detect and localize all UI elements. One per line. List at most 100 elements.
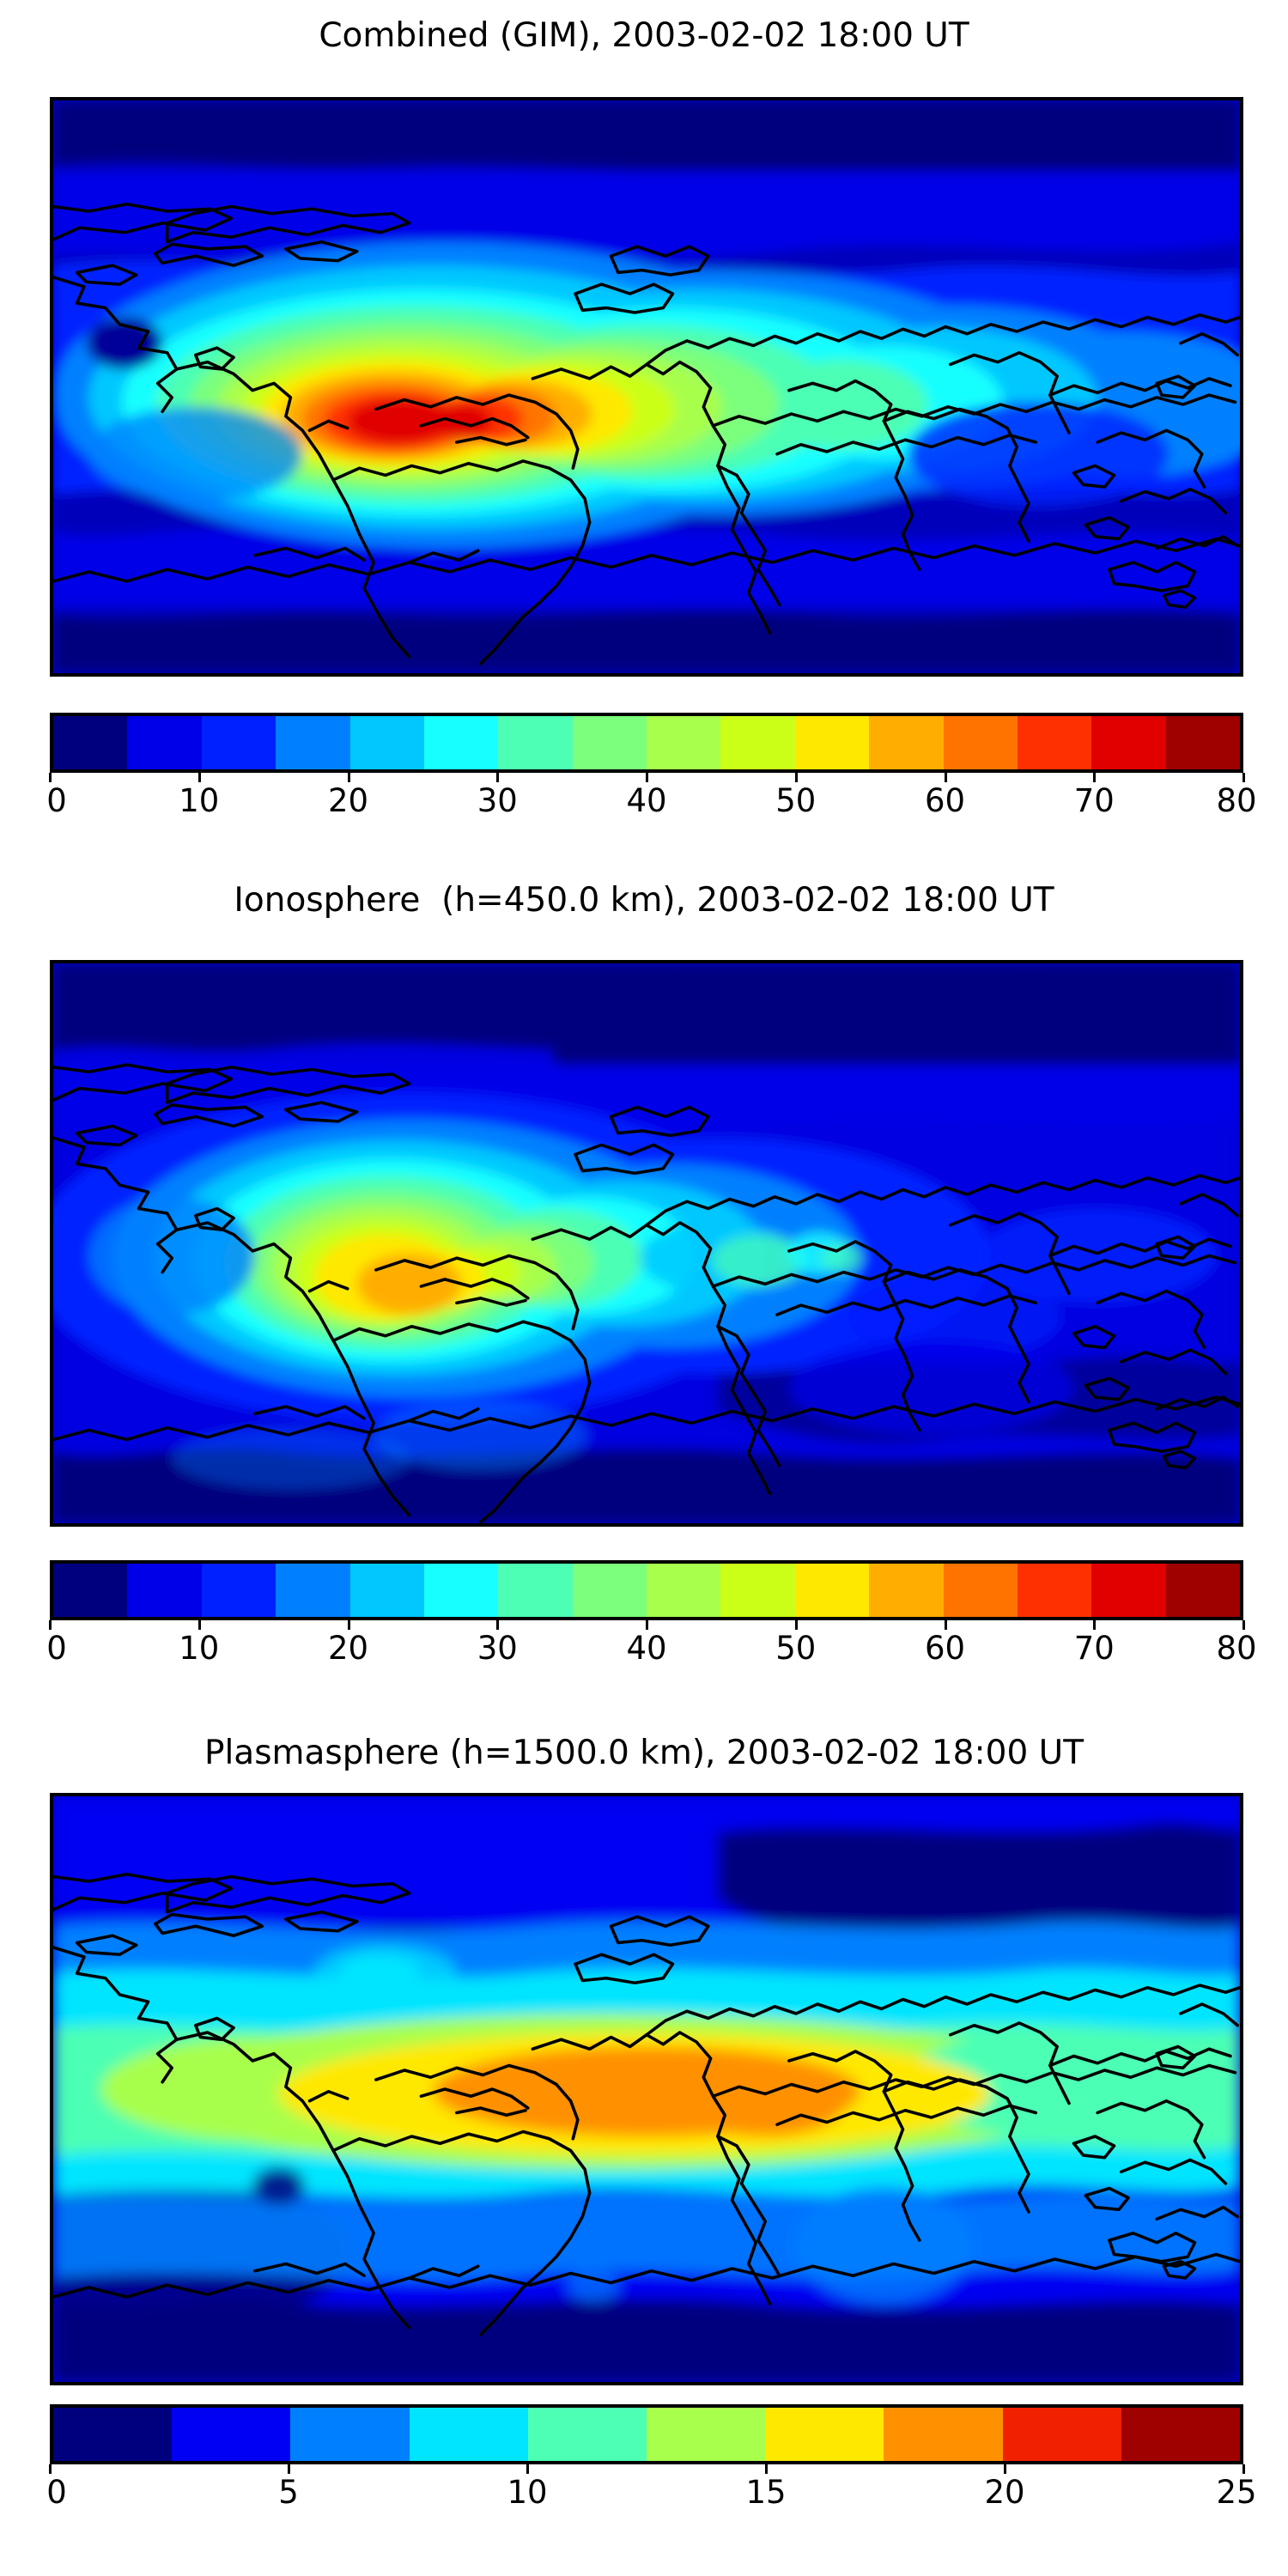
colorbar-ionosphere — [50, 1560, 1243, 1620]
map-svg-plasmasphere — [53, 1796, 1240, 2382]
map-svg-ionosphere — [53, 963, 1240, 1523]
colorbar-tick-label: 40 — [626, 1630, 667, 1667]
colorbar-swatch — [1121, 2408, 1240, 2461]
colorbar-tick-mark — [1004, 2464, 1006, 2474]
colorbar-tick-mark — [347, 1620, 350, 1630]
colorbar-swatch — [572, 1564, 647, 1617]
contour-fill-plasmasphere — [53, 1796, 1240, 2382]
colorbar-swatch — [349, 716, 424, 769]
colorbar-tick-label: 80 — [1216, 782, 1257, 819]
colorbar-tick-mark — [288, 2464, 290, 2474]
map-plasmasphere — [50, 1793, 1243, 2385]
colorbar-swatch — [276, 1564, 350, 1617]
colorbar-swatch — [423, 716, 499, 769]
colorbar-swatch — [290, 2408, 410, 2461]
colorbar-swatch — [409, 2408, 528, 2461]
colorbar-swatch — [127, 1564, 202, 1617]
colorbar-swatch — [1165, 1564, 1240, 1617]
colorbar-swatch — [53, 2408, 173, 2461]
colorbar-tick-mark — [496, 773, 500, 782]
colorbar-ticks-plasmasphere: 0 5 10 15 20 25 — [46, 2464, 1257, 2508]
colorbar-swatch — [172, 2408, 291, 2461]
colorbar-swatch — [943, 1564, 1018, 1617]
colorbar-swatch — [498, 1564, 573, 1617]
colorbar-tick-label: 20 — [984, 2474, 1025, 2511]
colorbar-swatch — [527, 2408, 647, 2461]
colorbar-tick-label: 70 — [1073, 1630, 1115, 1667]
colorbar-swatch — [647, 2408, 766, 2461]
colorbar-tick-label: 25 — [1216, 2474, 1257, 2511]
colorbar-swatch — [720, 716, 795, 769]
colorbar-swatch — [794, 716, 870, 769]
colorbar-tick-mark — [794, 1620, 798, 1630]
colorbar-tick-mark — [197, 773, 201, 782]
colorbar-swatch — [423, 1564, 499, 1617]
colorbar-tick-label: 30 — [477, 1630, 518, 1667]
panel-plasmasphere: Plasmasphere (h=1500.0 km), 2003-02-02 1… — [0, 1717, 1288, 2576]
colorbar-tick-mark — [646, 773, 648, 782]
colorbar-swatch — [765, 2408, 884, 2461]
panel-ionosphere: Ionosphere (h=450.0 km), 2003-02-02 18:0… — [0, 863, 1288, 1717]
colorbar-swatch — [647, 716, 721, 769]
colorbar-tick-mark — [347, 773, 350, 782]
colorbar-tick-label: 15 — [745, 2474, 787, 2511]
panel-combined: Combined (GIM), 2003-02-02 18:00 UT — [0, 0, 1288, 863]
colorbar-tick-label: 10 — [507, 2474, 548, 2511]
colorbar-plasmasphere — [50, 2404, 1243, 2464]
colorbar-tick-mark — [1242, 2464, 1245, 2474]
colorbar-tick-mark — [1093, 1620, 1097, 1630]
colorbar-tick-label: 10 — [179, 782, 220, 819]
colorbar-ticks-combined: 0 10 20 30 40 50 60 70 80 — [46, 773, 1257, 817]
coastlines-ionosphere — [53, 1063, 1240, 1523]
colorbar-swatch — [1002, 2408, 1121, 2461]
colorbar-swatch — [349, 1564, 424, 1617]
panel-title-combined: Combined (GIM), 2003-02-02 18:00 UT — [319, 16, 969, 55]
colorbar-swatch — [794, 1564, 870, 1617]
colorbar-swatch — [647, 1564, 721, 1617]
colorbar-tick-mark — [49, 2464, 52, 2474]
colorbar-swatch — [201, 716, 276, 769]
contour-fill-ionosphere — [53, 963, 1240, 1523]
contour-fill-combined — [53, 100, 1240, 673]
colorbar-tick-mark — [1242, 773, 1245, 782]
colorbar-tick-mark — [1242, 1620, 1245, 1630]
map-svg-combined — [53, 100, 1240, 673]
colorbar-tick-label: 20 — [327, 782, 369, 819]
colorbar-swatch — [1165, 716, 1240, 769]
map-ionosphere — [50, 960, 1243, 1527]
colorbar-ticks-ionosphere: 0 10 20 30 40 50 60 70 80 — [46, 1620, 1257, 1664]
colorbar-swatch — [1017, 716, 1092, 769]
coastlines-plasmasphere — [53, 1872, 1240, 2336]
colorbar-tick-label: 0 — [46, 2474, 67, 2511]
colorbar-tick-label: 50 — [775, 1630, 817, 1667]
colorbar-tick-label: 60 — [924, 1630, 966, 1667]
map-combined — [50, 97, 1243, 677]
colorbar-tick-label: 40 — [626, 782, 667, 819]
colorbar-tick-label: 50 — [775, 782, 817, 819]
colorbar-tick-label: 70 — [1073, 782, 1115, 819]
colorbar-swatch — [720, 1564, 795, 1617]
colorbar-tick-label: 0 — [46, 782, 67, 819]
colorbar-tick-mark — [765, 2464, 768, 2474]
coastlines-combined — [53, 202, 1240, 665]
panel-title-plasmasphere: Plasmasphere (h=1500.0 km), 2003-02-02 1… — [204, 1734, 1084, 1772]
colorbar-swatch — [943, 716, 1018, 769]
colorbar-tick-mark — [944, 1620, 947, 1630]
colorbar-swatch — [276, 716, 350, 769]
colorbar-swatch — [53, 716, 128, 769]
colorbar-tick-mark — [49, 1620, 52, 1630]
colorbar-tick-mark — [197, 1620, 201, 1630]
colorbar-swatch — [1017, 1564, 1092, 1617]
colorbar-swatch — [127, 716, 202, 769]
colorbar-swatch — [201, 1564, 276, 1617]
colorbar-swatch — [53, 1564, 128, 1617]
colorbar-swatch — [869, 1564, 944, 1617]
colorbar-tick-label: 30 — [477, 782, 518, 819]
colorbar-tick-mark — [944, 773, 947, 782]
colorbar-tick-mark — [496, 1620, 500, 1630]
colorbar-tick-label: 5 — [278, 2474, 299, 2511]
colorbar-tick-mark — [49, 773, 52, 782]
colorbar-swatch — [884, 2408, 1003, 2461]
colorbar-tick-label: 0 — [46, 1630, 67, 1667]
